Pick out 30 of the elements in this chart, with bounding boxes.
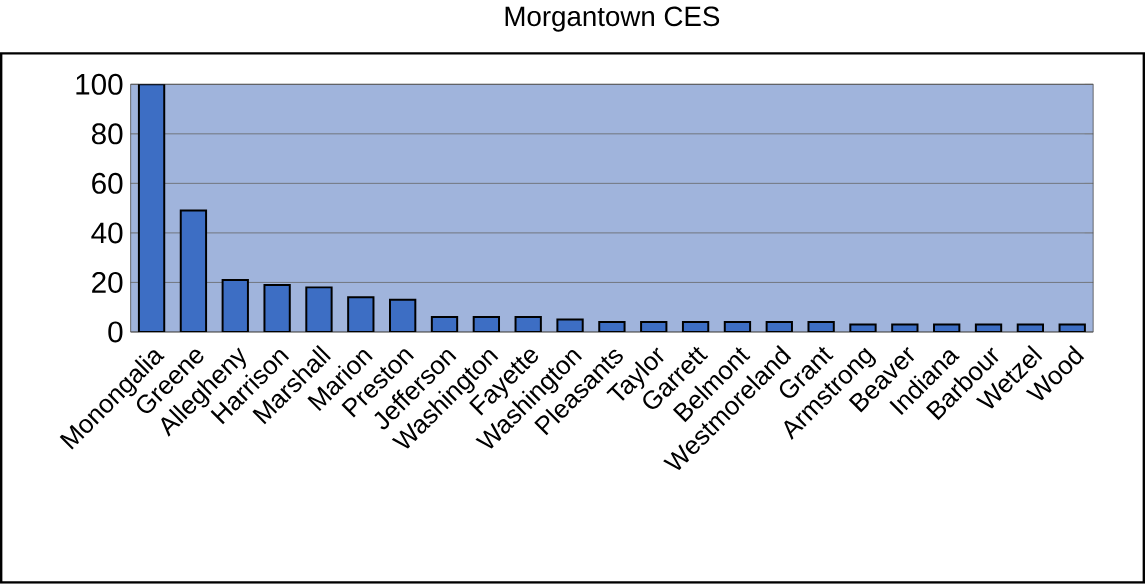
bar <box>514 316 542 333</box>
bar <box>891 323 919 333</box>
bar <box>472 316 501 333</box>
y-tick-label: 40 <box>91 222 123 244</box>
bar <box>1058 323 1086 333</box>
bar <box>305 286 333 333</box>
bar <box>681 321 710 333</box>
bar <box>765 321 793 333</box>
bar <box>723 321 752 333</box>
bar <box>179 209 208 333</box>
bar <box>933 323 961 333</box>
bar <box>849 323 877 333</box>
bar <box>263 284 291 333</box>
chart-title: Morgantown CES <box>505 6 720 32</box>
bar <box>640 321 668 333</box>
bar <box>598 321 626 333</box>
y-tick-label: 20 <box>92 272 123 294</box>
y-tick-label: 0 <box>108 321 123 343</box>
bar <box>556 318 584 333</box>
y-tick-label: 100 <box>76 73 123 95</box>
bar <box>974 323 1003 333</box>
y-tick-label: 80 <box>91 123 123 145</box>
bar <box>137 84 166 333</box>
bar <box>430 316 459 333</box>
bar <box>1016 323 1045 333</box>
y-tick-label: 60 <box>92 173 123 195</box>
bar <box>807 321 835 333</box>
bar <box>221 279 249 333</box>
bar <box>389 298 417 333</box>
bar <box>347 296 375 333</box>
